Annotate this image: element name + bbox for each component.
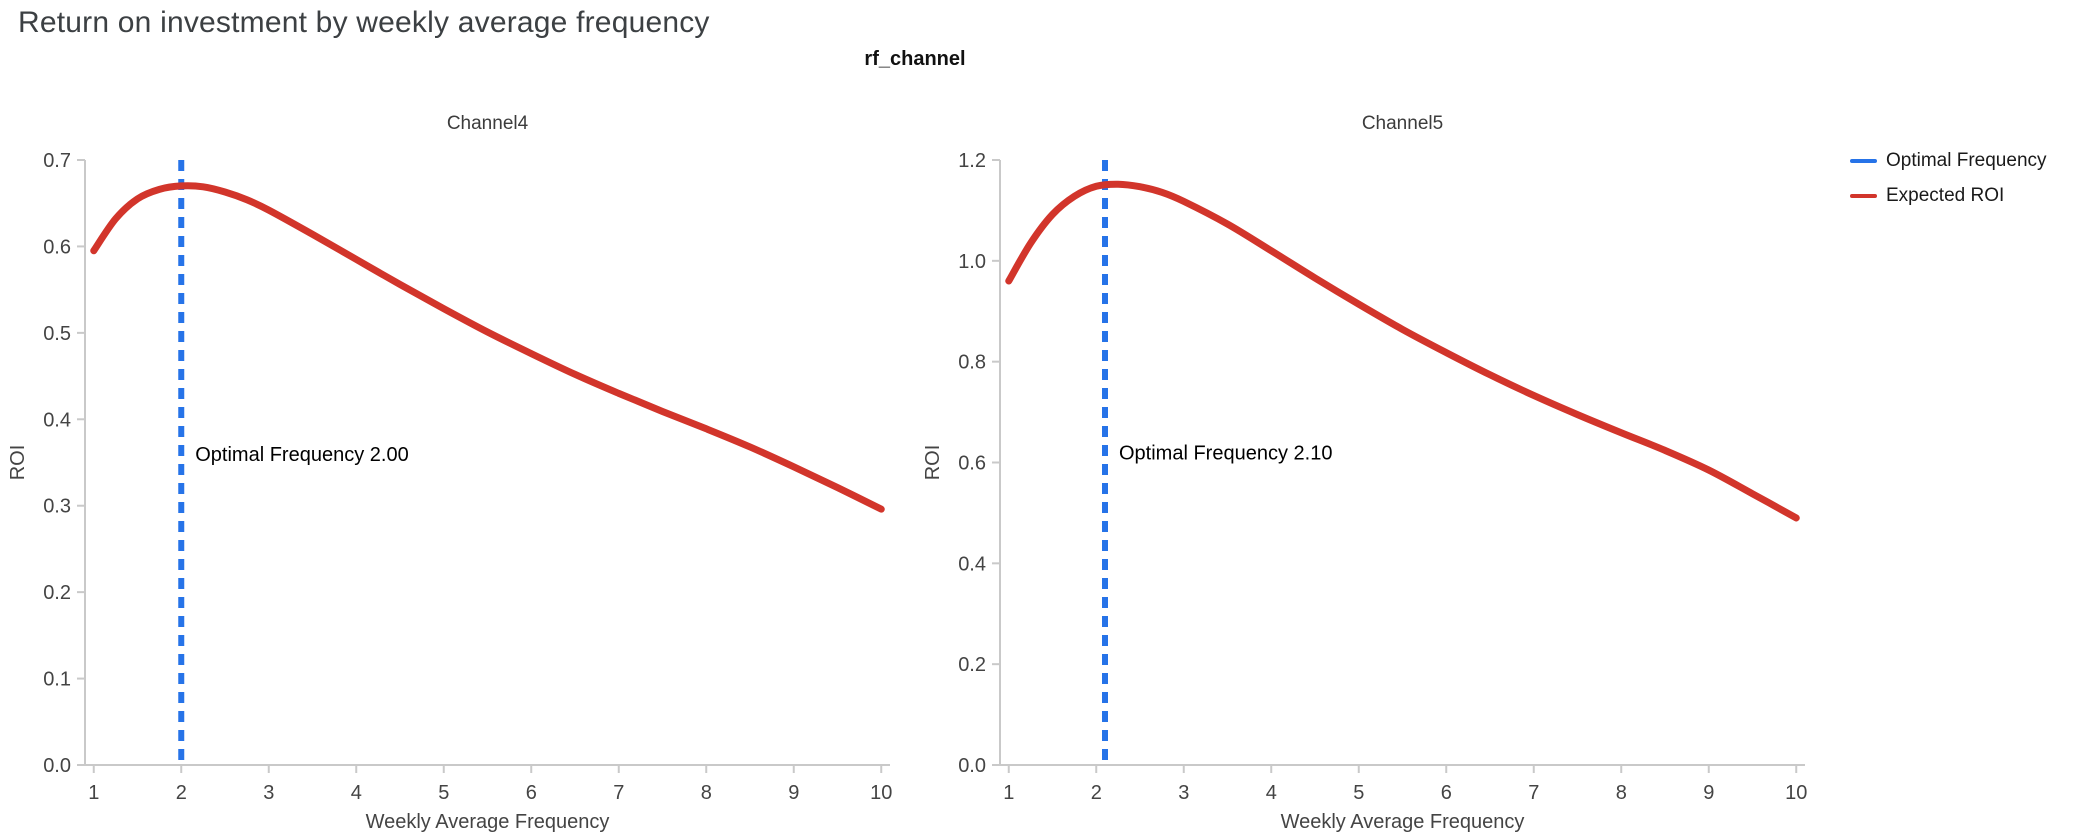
y-tick-label: 0.3 [43, 496, 71, 518]
legend-swatch-optimal-frequency [1850, 159, 1877, 163]
y-tick-label: 0.6 [958, 453, 986, 475]
y-axis-title: ROI [922, 445, 944, 481]
y-tick-label: 1.0 [958, 251, 986, 273]
y-tick-label: 0.5 [43, 323, 71, 345]
annotation-optimal-frequency: Optimal Frequency 2.10 [1119, 442, 1332, 464]
y-tick-label: 0.1 [43, 669, 71, 691]
x-tick-label: 6 [526, 782, 537, 804]
x-tick-label: 3 [263, 782, 274, 804]
x-tick-label: 2 [176, 782, 187, 804]
chart-panel-channel4: Channel4 0.0 0.1 0.2 0.3 0.4 0.5 0.6 0.7 1 2 3 4 5 6 7 8… [0, 85, 915, 840]
x-tick-label: 1 [88, 782, 99, 804]
roi-curve [1005, 180, 1800, 522]
legend-swatch-expected-roi [1850, 194, 1877, 198]
x-tick-label: 7 [1528, 782, 1539, 804]
x-tick-label: 7 [613, 782, 624, 804]
x-tick-label: 4 [1266, 782, 1277, 804]
y-tick-label: 0.2 [43, 582, 71, 604]
annotation-optimal-frequency: Optimal Frequency 2.00 [195, 444, 408, 466]
legend-label: Optimal Frequency [1886, 150, 2047, 171]
y-tick-label: 0.6 [43, 236, 71, 258]
x-tick-label: 4 [351, 782, 362, 804]
y-tick-label: 1.2 [958, 150, 986, 172]
y-tick-label: 0.0 [958, 755, 986, 777]
x-tick-label: 8 [701, 782, 712, 804]
charts-row: Channel4 0.0 0.1 0.2 0.3 0.4 0.5 0.6 0.7 1 2 3 4 5 6 7 8… [0, 85, 1830, 840]
y-tick-label: 0.4 [43, 409, 71, 431]
subplot-title: Channel4 [447, 113, 529, 134]
x-tick-label: 6 [1441, 782, 1452, 804]
x-axis-title: Weekly Average Frequency [1281, 811, 1525, 833]
facet-title: rf_channel [864, 48, 966, 70]
x-tick-label: 10 [1785, 782, 1807, 804]
page-title: Return on investment by weekly average f… [18, 6, 710, 39]
chart-svg-channel4: Channel4 0.0 0.1 0.2 0.3 0.4 0.5 0.6 0.7 1 2 3 4 5 6 7 8… [7, 113, 892, 833]
roi-curve [90, 182, 885, 513]
x-tick-label: 3 [1178, 782, 1189, 804]
y-tick-label: 0.0 [43, 755, 71, 777]
chart-panel-channel5: Channel5 0.0 0.2 0.4 0.6 0.8 1.0 1.2 1 2 3 4 5 6 7 8 9 10… [915, 85, 1830, 840]
x-tick-label: 8 [1616, 782, 1627, 804]
x-axis-title: Weekly Average Frequency [366, 811, 610, 833]
legend: Optimal Frequency Expected ROI [1850, 150, 2047, 220]
x-tick-label: 2 [1091, 782, 1102, 804]
x-tick-label: 1 [1003, 782, 1014, 804]
x-tick-label: 10 [870, 782, 892, 804]
subplot-title: Channel5 [1362, 113, 1443, 134]
legend-item-expected-roi[interactable]: Expected ROI [1850, 185, 2047, 207]
x-tick-label: 9 [1703, 782, 1714, 804]
x-tick-label: 5 [1353, 782, 1364, 804]
chart-svg-channel5: Channel5 0.0 0.2 0.4 0.6 0.8 1.0 1.2 1 2 3 4 5 6 7 8 9 10… [922, 113, 1807, 833]
y-tick-label: 0.2 [958, 654, 986, 676]
y-tick-label: 0.8 [958, 352, 986, 374]
x-tick-label: 9 [788, 782, 799, 804]
y-tick-label: 0.4 [958, 553, 986, 575]
y-axis-title: ROI [7, 445, 29, 481]
legend-item-optimal-frequency[interactable]: Optimal Frequency [1850, 150, 2047, 172]
x-tick-label: 5 [438, 782, 449, 804]
legend-label: Expected ROI [1886, 185, 2005, 206]
y-tick-label: 0.7 [43, 150, 71, 172]
